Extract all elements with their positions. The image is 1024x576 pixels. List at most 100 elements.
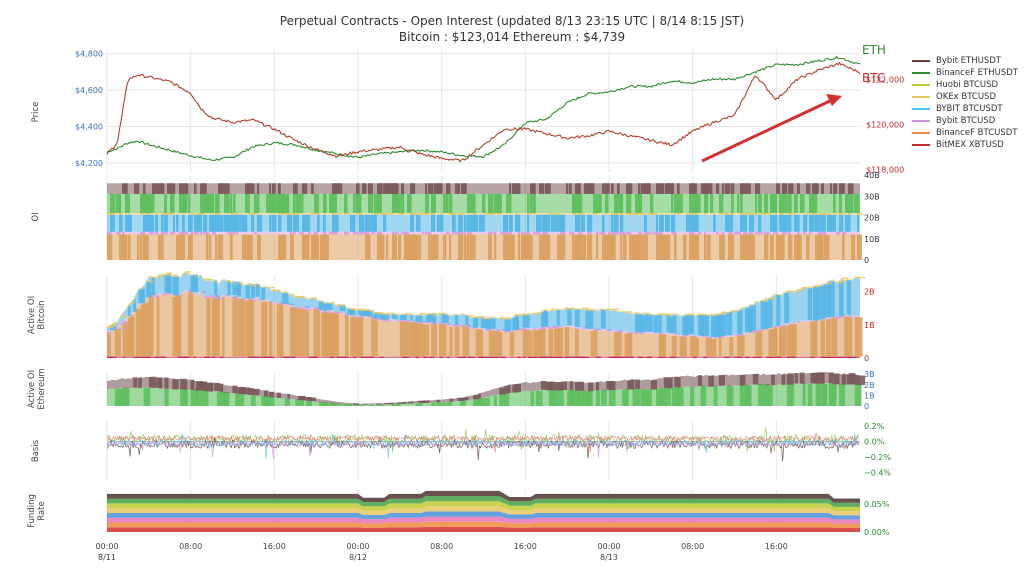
area-stripe bbox=[818, 285, 826, 320]
oi-band-stripe bbox=[806, 234, 810, 260]
area-stripe bbox=[543, 310, 548, 326]
area-stripe bbox=[614, 356, 619, 358]
area-stripe bbox=[402, 402, 407, 404]
area-stripe bbox=[551, 389, 560, 406]
oi-band-stripe bbox=[254, 213, 257, 215]
oi-band-stripe bbox=[722, 213, 726, 215]
area-stripe bbox=[839, 282, 844, 317]
area-stripe bbox=[441, 402, 447, 406]
area-stripe bbox=[559, 390, 564, 406]
oi-band-stripe bbox=[674, 193, 679, 214]
area-stripe bbox=[499, 331, 503, 357]
oi-band-stripe bbox=[428, 234, 431, 260]
area-stripe bbox=[378, 356, 384, 358]
oi-band-stripe bbox=[596, 231, 599, 235]
area-stripe bbox=[826, 319, 831, 357]
legend-item: BitMEX XBTUSD bbox=[912, 139, 1018, 151]
x-tick-label: 16:00 bbox=[263, 542, 286, 551]
oi-band-stripe bbox=[731, 234, 735, 260]
area-stripe bbox=[807, 288, 813, 321]
area-stripe bbox=[350, 309, 356, 316]
oi-band-stripe bbox=[215, 213, 221, 215]
oi-band-stripe bbox=[782, 183, 788, 194]
oi-band-stripe bbox=[362, 183, 367, 194]
oi-band-stripe bbox=[164, 214, 169, 232]
oi-band-stripe bbox=[128, 234, 131, 260]
active-btc-area-bybit-btcusdt bbox=[107, 272, 860, 338]
oi-band-fill bbox=[107, 231, 860, 235]
area-stripe bbox=[148, 377, 153, 388]
area-stripe bbox=[758, 384, 764, 406]
area-stripe bbox=[792, 324, 796, 357]
oi-band-stripe bbox=[575, 234, 580, 260]
x-tick-date: 8/11 bbox=[98, 553, 116, 562]
area-stripe bbox=[854, 316, 860, 357]
oi-band-binancef-btcusdt bbox=[107, 234, 862, 260]
oi-band-stripe bbox=[827, 213, 830, 215]
area-stripe bbox=[368, 356, 375, 358]
oi-band-stripe bbox=[563, 214, 566, 232]
oi-band-stripe bbox=[524, 231, 527, 235]
oi-band-stripe bbox=[431, 214, 436, 232]
area-stripe bbox=[493, 395, 497, 406]
area-stripe bbox=[826, 282, 832, 285]
oi-band-stripe bbox=[704, 213, 707, 215]
area-stripe bbox=[133, 377, 138, 388]
price-subtitle: Bitcoin : $123,014 Ethereum : $4,739 bbox=[398, 30, 626, 44]
oi-band-stripe bbox=[833, 193, 836, 214]
area-stripe bbox=[318, 301, 325, 310]
oi-band-stripe bbox=[440, 183, 443, 194]
oi-band-stripe bbox=[212, 214, 218, 232]
oi-band-stripe bbox=[371, 231, 375, 235]
area-stripe bbox=[556, 310, 560, 327]
oi-band-stripe bbox=[527, 234, 531, 260]
oi-band-stripe bbox=[653, 213, 658, 215]
area-stripe bbox=[154, 295, 160, 298]
oi-band-stripe bbox=[434, 234, 439, 260]
oi-band-stripe bbox=[302, 183, 308, 194]
oi-band-stripe bbox=[359, 231, 365, 235]
area-stripe bbox=[812, 372, 818, 384]
oi-band-stripe bbox=[410, 214, 415, 232]
oi-band-stripe bbox=[527, 214, 530, 232]
oi-band-stripe bbox=[152, 183, 156, 194]
funding-band-binancef-ethusdt bbox=[107, 496, 860, 507]
oi-band-stripe bbox=[344, 231, 349, 235]
area-stripe bbox=[465, 396, 469, 401]
oi-band-stripe bbox=[494, 234, 497, 260]
area-stripe bbox=[548, 328, 554, 357]
area-stripe bbox=[418, 322, 423, 324]
area-stripe bbox=[203, 381, 208, 391]
oi-band-stripe bbox=[491, 213, 496, 215]
legend-label: OKEx BTCUSD bbox=[936, 92, 996, 102]
area-stripe bbox=[117, 388, 125, 406]
area-stripe bbox=[444, 314, 449, 324]
area-stripe bbox=[313, 309, 321, 357]
area-stripe bbox=[687, 313, 695, 316]
oi-band-stripe bbox=[677, 213, 681, 215]
area-stripe bbox=[350, 308, 358, 310]
oi-band-stripe bbox=[449, 213, 454, 215]
oi-band-stripe bbox=[110, 193, 116, 214]
oi-band-stripe bbox=[485, 213, 491, 215]
area-stripe bbox=[355, 316, 360, 319]
oi-band-stripe bbox=[749, 231, 754, 235]
btc-label: BTC bbox=[862, 71, 885, 85]
oi-band-stripe bbox=[821, 183, 825, 194]
oi-band-stripe bbox=[659, 231, 663, 235]
oi-band-stripe bbox=[296, 213, 300, 215]
area-stripe bbox=[645, 312, 650, 315]
area-stripe bbox=[446, 356, 450, 358]
area-stripe bbox=[700, 315, 704, 337]
area-stripe bbox=[726, 313, 730, 336]
area-stripe bbox=[232, 281, 241, 295]
area-stripe bbox=[823, 284, 831, 318]
oi-band-stripe bbox=[287, 214, 293, 232]
area-stripe bbox=[747, 307, 752, 333]
oi-band-stripe bbox=[218, 234, 224, 260]
oi-band-stripe bbox=[605, 234, 611, 260]
legend-item: BYBIT BTCUSDT bbox=[912, 103, 1018, 115]
area-stripe bbox=[493, 330, 500, 357]
oi-band-stripe bbox=[539, 183, 545, 194]
area-stripe bbox=[768, 329, 772, 357]
